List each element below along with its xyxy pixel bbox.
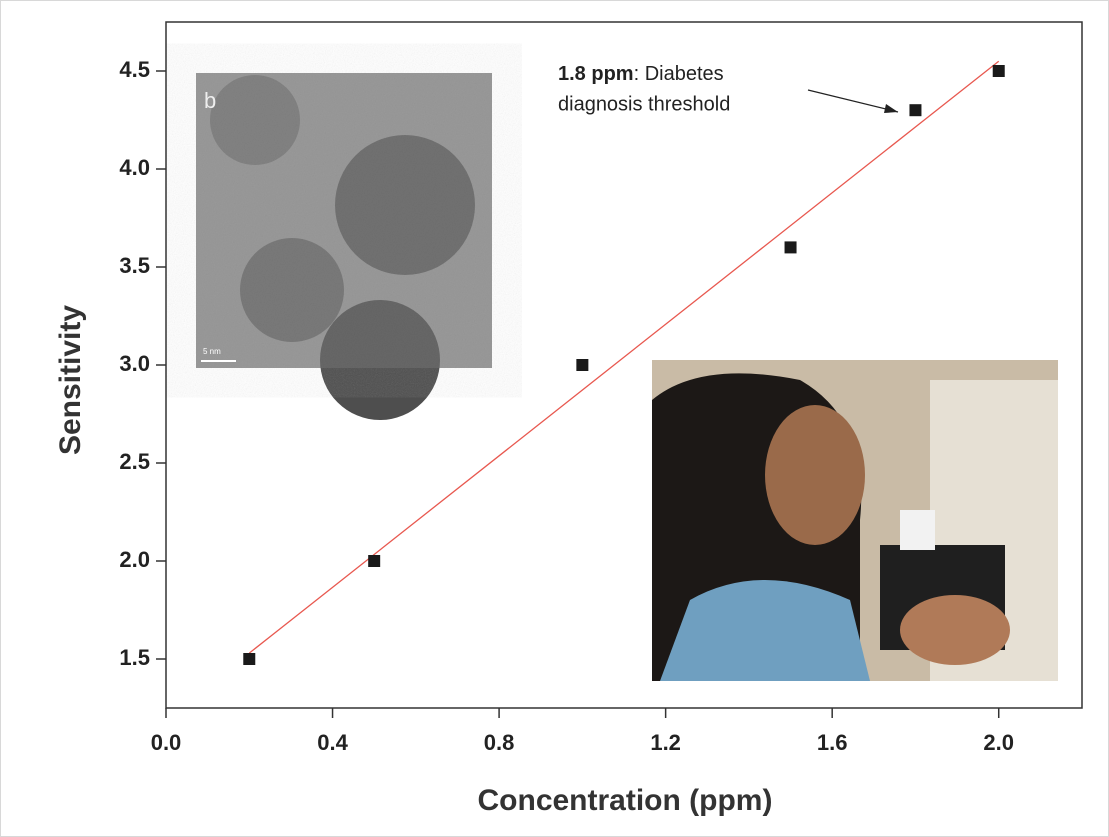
x-axis-label: Concentration (ppm)	[478, 784, 773, 817]
x-tick-label: 0.4	[317, 730, 348, 755]
fit-line	[248, 60, 1000, 654]
x-tick-label: 0.8	[484, 730, 515, 755]
face	[765, 405, 865, 545]
data-point	[243, 653, 256, 665]
photo-inset	[652, 360, 1058, 681]
y-axis-label: Sensitivity	[54, 305, 87, 455]
y-tick-label: 4.5	[119, 57, 150, 82]
x-tick-label: 2.0	[983, 730, 1014, 755]
x-tick-label: 0.0	[151, 730, 182, 755]
annotation: 1.8 ppm: Diabetes	[558, 63, 724, 85]
data-point	[368, 555, 381, 567]
data-point	[909, 104, 922, 117]
scale-bar-label: 5 nm	[203, 347, 221, 356]
hand	[900, 595, 1010, 665]
data-point	[784, 241, 797, 254]
y-tick-label: 2.5	[119, 449, 150, 474]
mouthpiece	[900, 510, 935, 550]
annotation-arrow	[807, 89, 899, 113]
annotation-line2: diagnosis threshold	[558, 93, 730, 115]
annotation-text: : Diabetes	[634, 63, 724, 85]
y-tick-label: 1.5	[119, 645, 150, 670]
tem-inset: b 5 nm	[196, 73, 492, 420]
y-tick-label: 4.0	[119, 155, 150, 180]
y-tick-label: 3.0	[119, 351, 150, 376]
y-tick-label: 2.0	[119, 547, 150, 572]
annotation-bold: 1.8 ppm	[558, 63, 634, 85]
data-point	[992, 65, 1005, 77]
tem-texture	[196, 73, 492, 368]
data-point	[576, 359, 589, 371]
x-tick-label: 1.6	[817, 730, 848, 755]
x-tick-label: 1.2	[650, 730, 681, 755]
inset-label: b	[204, 88, 216, 113]
arrow-head	[884, 104, 898, 113]
y-tick-label: 3.5	[119, 253, 150, 278]
shirt	[660, 580, 870, 681]
